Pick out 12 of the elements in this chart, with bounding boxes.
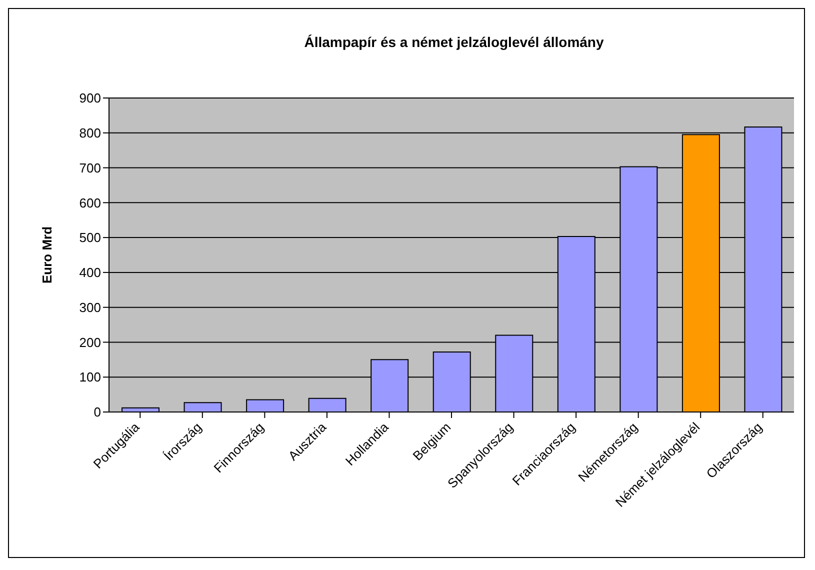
chart-title: Állampapír és a német jelzáloglevél állomány xyxy=(303,34,605,50)
y-tick-label: 700 xyxy=(79,160,101,176)
y-tick-label: 400 xyxy=(79,265,101,280)
y-tick-label: 0 xyxy=(94,404,101,420)
y-tick-label: 900 xyxy=(79,90,101,106)
y-tick-label: 600 xyxy=(79,195,101,210)
y-axis-title: Euro Mrd xyxy=(40,226,55,284)
y-tick-label: 200 xyxy=(79,334,101,350)
y-tick-label: 300 xyxy=(79,300,101,315)
y-tick-label: 100 xyxy=(79,370,101,385)
y-tick-label: 500 xyxy=(79,230,101,246)
y-tick-label: 800 xyxy=(79,126,101,141)
